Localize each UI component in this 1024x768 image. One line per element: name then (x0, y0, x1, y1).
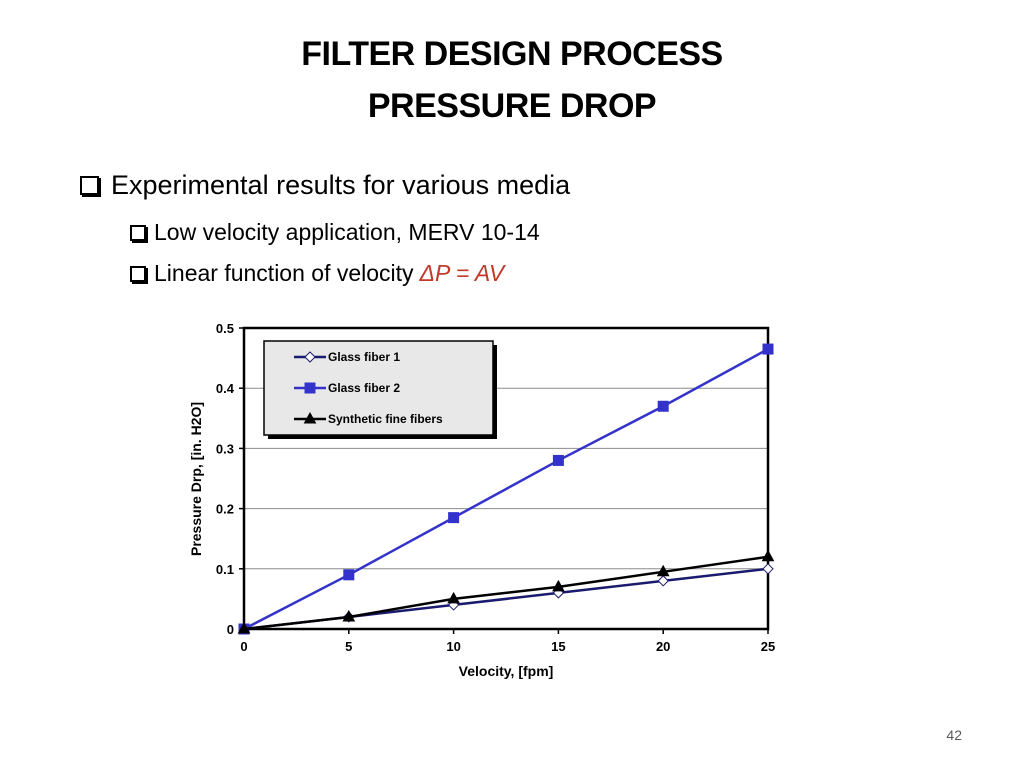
data-point (761, 549, 775, 562)
data-point (552, 579, 565, 592)
checkbox-bullet-icon (130, 265, 146, 282)
data-point (447, 599, 460, 611)
legend-shadow (268, 345, 497, 439)
data-point (447, 591, 460, 604)
legend-label: Glass fiber 2 (328, 381, 400, 395)
series-line (243, 567, 769, 631)
data-point (448, 512, 460, 524)
data-point (552, 587, 565, 599)
series-line (243, 555, 769, 631)
bullet-text: Low velocity application, MERV 10-14 (154, 219, 540, 245)
x-axis-label: Velocity, [fpm] (459, 663, 554, 679)
bullet-level-1: Experimental results for various media (80, 170, 570, 201)
series (238, 343, 774, 635)
chart-grid (239, 327, 769, 634)
legend-item: Synthetic fine fibers (294, 411, 443, 426)
data-point (657, 575, 669, 587)
x-tick-label: 25 (761, 639, 775, 654)
slide-title-line-2: PRESSURE DROP (367, 87, 657, 125)
x-tick-label: 15 (551, 639, 565, 654)
legend-items: Glass fiber 1 Glass fiber 2 Synthetic fine… (294, 350, 443, 426)
chart-legend: Glass fiber 1 Glass fiber 2 Synthetic fine… (263, 340, 497, 439)
data-point (343, 569, 355, 581)
plot-area-frame (242, 326, 770, 631)
data-point (656, 564, 670, 577)
data-point (552, 454, 564, 466)
data-point (343, 611, 355, 623)
legend-item: Glass fiber 2 (294, 381, 400, 395)
legend-label: Synthetic fine fibers (328, 412, 443, 426)
legend-item: Glass fiber 1 (294, 350, 400, 364)
bullet-text: Linear function of velocity (154, 260, 414, 286)
series (237, 549, 775, 634)
y-tick-label: 0.5 (216, 321, 234, 336)
x-tick-label: 10 (446, 639, 460, 654)
x-tick-label: 20 (656, 639, 670, 654)
slide-title-line-1: FILTER DESIGN PROCESS (301, 35, 723, 73)
y-tick-label: 0.2 (216, 502, 234, 517)
data-point (762, 343, 774, 355)
data-point (238, 623, 250, 635)
x-tick-label: 0 (240, 639, 247, 654)
formula-text: ΔP = AV (419, 260, 505, 286)
legend-label: Glass fiber 1 (328, 350, 400, 364)
y-tick-label: 0 (227, 622, 234, 637)
y-tick-label: 0.3 (216, 441, 234, 456)
data-point (238, 623, 250, 635)
series (238, 563, 774, 635)
data-point (304, 382, 316, 394)
y-tick-label: 0.4 (216, 381, 235, 396)
page-number: 42 (946, 727, 962, 743)
axis-tick-labels: 0 0.1 0.2 0.3 0.4 0.5 0 5 10 15 20 25 (216, 321, 775, 654)
data-point (762, 563, 774, 575)
bullet-level-2: Linear function of velocity ΔP = AV (130, 260, 504, 287)
chart-series (237, 343, 775, 635)
checkbox-bullet-icon (130, 224, 146, 241)
legend-box (263, 340, 494, 436)
y-axis-label: Pressure Drp, [in. H2O] (188, 402, 204, 556)
data-point (657, 400, 669, 412)
data-point (303, 411, 317, 424)
data-point (237, 621, 251, 634)
checkbox-bullet-icon (80, 176, 99, 195)
data-point (342, 609, 356, 622)
bullet-text: Experimental results for various media (111, 170, 571, 200)
bullet-level-2: Low velocity application, MERV 10-14 (130, 219, 540, 246)
data-point (304, 351, 316, 363)
series-line (243, 347, 769, 631)
x-tick-label: 5 (345, 639, 352, 654)
y-tick-label: 0.1 (216, 562, 234, 577)
